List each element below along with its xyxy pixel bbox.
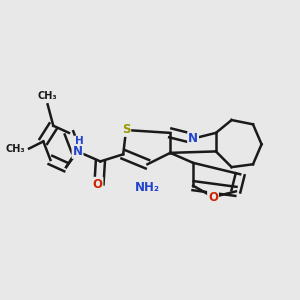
Text: S: S (122, 123, 130, 136)
Text: CH₃: CH₃ (38, 91, 57, 101)
Text: O: O (92, 178, 103, 191)
Text: N: N (73, 145, 82, 158)
Text: NH₂: NH₂ (135, 181, 160, 194)
Text: CH₃: CH₃ (5, 144, 25, 154)
Text: O: O (208, 190, 218, 204)
Text: N: N (188, 132, 198, 145)
Text: H: H (75, 136, 83, 146)
